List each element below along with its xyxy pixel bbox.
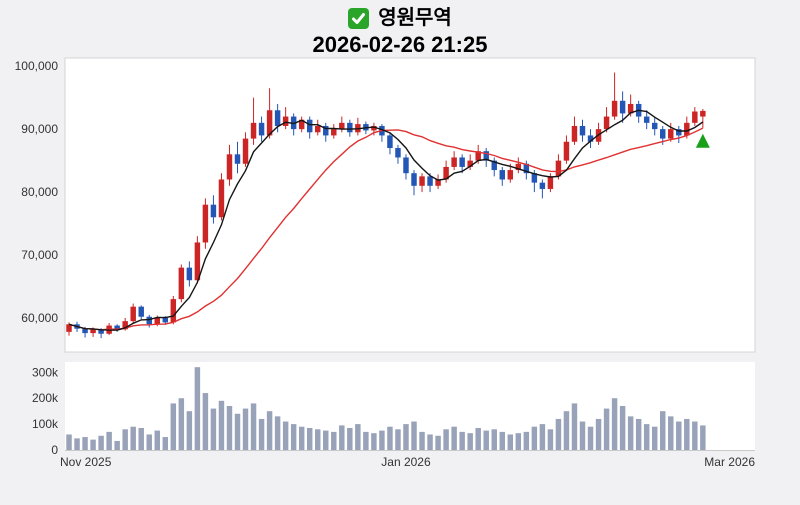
svg-text:Nov 2025: Nov 2025	[60, 455, 112, 469]
svg-text:70,000: 70,000	[21, 248, 58, 262]
svg-text:90,000: 90,000	[21, 122, 58, 136]
svg-text:60,000: 60,000	[21, 311, 58, 325]
svg-text:80,000: 80,000	[21, 185, 58, 199]
svg-text:100k: 100k	[32, 417, 59, 431]
svg-text:100,000: 100,000	[15, 59, 59, 73]
svg-text:Jan 2026: Jan 2026	[381, 455, 431, 469]
svg-text:300k: 300k	[32, 365, 59, 379]
chart-datetime: 2026-02-26 21:25	[312, 32, 488, 57]
svg-text:Mar 2026: Mar 2026	[704, 455, 755, 469]
stock-name: 영원무역	[378, 7, 452, 29]
svg-text:0: 0	[51, 443, 58, 457]
svg-text:200k: 200k	[32, 391, 59, 405]
checkbox-icon	[348, 7, 370, 29]
chart-title-row: 영원무역	[0, 5, 800, 31]
